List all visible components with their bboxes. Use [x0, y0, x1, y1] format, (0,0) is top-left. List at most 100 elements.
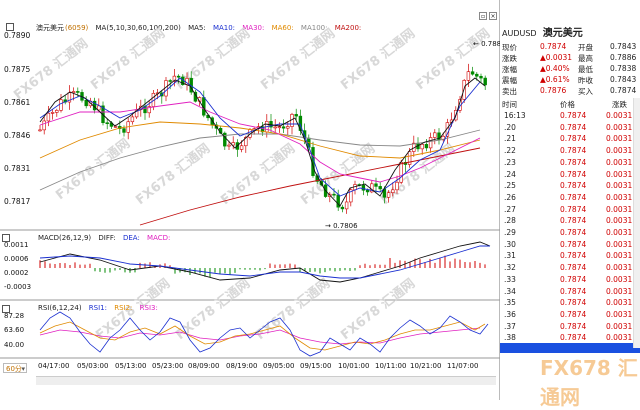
watermark: FX678 汇通网 [338, 25, 418, 93]
rsi3-line [39, 327, 481, 345]
candle-body [286, 126, 290, 129]
price-chart[interactable]: FX678 汇通网 FX678 汇通网 FX678 汇通网 FX678 汇通网 … [0, 0, 500, 400]
legend-checkbox[interactable] [6, 23, 19, 31]
tick-time: .26 [504, 192, 516, 202]
tick-column-header: 涨跌 [612, 100, 627, 109]
quote-label: 买入 [578, 87, 593, 96]
tick-row[interactable]: .30 0.7874 0.0031 [500, 240, 638, 252]
tick-row[interactable]: .25 0.7874 0.0031 [500, 181, 638, 193]
quote-row: 现价 0.7874 开盘 0.7843 [500, 42, 640, 53]
rsi-label: RSI(6,12,24) [38, 304, 82, 312]
tick-change: 0.0031 [606, 228, 633, 237]
tick-change: 0.0031 [606, 134, 633, 144]
tick-time: .25 [504, 181, 516, 191]
quote-row: 卖出 0.7876 买入 0.7874 [500, 86, 640, 97]
time-axis-label: 11/07:00 [447, 362, 479, 370]
macd-axis-label: 0.0002 [4, 269, 29, 277]
quote-label: 涨幅 [502, 65, 517, 74]
tick-row[interactable]: .38 0.7874 0.0031 [500, 333, 638, 345]
horizontal-scrollbar[interactable] [36, 376, 496, 385]
candle-body [59, 99, 63, 111]
macd-axis-label [2, 234, 12, 242]
quote-label: 昨收 [578, 76, 593, 85]
macd-label: MACD(26,12,9) [38, 234, 92, 242]
close-icon[interactable]: × [489, 12, 497, 20]
window-controls: ▫ × [479, 12, 499, 22]
tick-row[interactable]: .35 0.7874 0.0031 [500, 298, 638, 310]
tick-row[interactable]: .32 0.7874 0.0031 [500, 263, 638, 275]
candle-body [38, 129, 42, 132]
tick-change: 0.0031 [606, 169, 633, 179]
price-axis-label: 0.7817 [4, 197, 31, 206]
candle-body [332, 193, 336, 196]
candle-body [227, 144, 231, 147]
restore-icon[interactable]: ▫ [479, 12, 487, 20]
quote-label: 现价 [502, 43, 517, 52]
tick-time: .29 [504, 228, 516, 237]
quote-value: 0.7843 [610, 42, 637, 51]
tick-change: 0.0031 [606, 216, 633, 226]
candle-body [252, 128, 256, 130]
watermark: FX678 汇通网 [540, 356, 638, 409]
legend-ma30: MA30: [242, 24, 265, 32]
candle-body [399, 161, 403, 183]
tick-list-scrollbar[interactable] [633, 98, 640, 348]
tick-time: .27 [504, 204, 516, 214]
tick-row[interactable]: .31 0.7874 0.0031 [500, 251, 638, 263]
tick-price: 0.7874 [560, 122, 587, 132]
tick-row[interactable]: 16:13 0.7874 0.0031 [500, 111, 638, 123]
tick-row[interactable]: .24 0.7874 0.0031 [500, 170, 638, 182]
macd-diff-label: DIFF: [98, 234, 116, 242]
tick-row[interactable]: .23 0.7874 0.0031 [500, 158, 638, 170]
tick-row[interactable]: .28 0.7874 0.0031 [500, 216, 638, 228]
period-selector[interactable]: 60分 ▾ [3, 363, 27, 373]
tick-price: 0.7874 [560, 216, 587, 226]
tick-price: 0.7874 [560, 228, 587, 237]
quote-value: 0.7876 [540, 86, 567, 95]
tick-change: 0.0031 [606, 181, 633, 191]
tick-row[interactable]: .26 0.7874 0.0031 [500, 193, 638, 205]
time-axis-label: 08/09:00 [188, 362, 220, 370]
candle-body [239, 145, 244, 150]
rsi-checkbox[interactable] [2, 304, 12, 313]
quote-label: 最低 [578, 65, 593, 74]
tick-row[interactable]: .37 0.7874 0.0031 [500, 322, 638, 334]
macd-dea-line [39, 245, 490, 279]
main-legend: 澳元美元(6059) MA(5,10,30,60,100,200) MA5: M… [6, 23, 366, 33]
tick-price: 0.7874 [560, 192, 587, 202]
rsi3-label: RSI3: [139, 304, 158, 312]
tick-time: .21 [504, 134, 516, 144]
watermark: FX678 汇通网 [258, 25, 338, 93]
tick-time: .23 [504, 157, 516, 167]
ma200-line [139, 147, 481, 226]
candle-body [386, 192, 391, 198]
tick-row[interactable]: .36 0.7874 0.0031 [500, 310, 638, 322]
ma30-line [39, 101, 481, 183]
chevron-down-icon: ▾ [21, 365, 25, 373]
tick-time: .32 [504, 263, 516, 273]
candle-body [172, 75, 177, 82]
tick-row[interactable]: .33 0.7874 0.0031 [500, 275, 638, 287]
tick-row[interactable]: .34 0.7874 0.0031 [500, 287, 638, 299]
candle-body [176, 75, 181, 78]
tick-row[interactable]: .20 0.7874 0.0031 [500, 123, 638, 135]
tick-row[interactable]: .21 0.7874 0.0031 [500, 134, 638, 146]
candle-body [349, 189, 353, 203]
tick-change: 0.0031 [606, 122, 633, 132]
tick-row[interactable]: .27 0.7874 0.0031 [500, 205, 638, 217]
tick-row[interactable]: .29 0.7874 0.0031 [500, 228, 638, 240]
candle-body [391, 189, 395, 193]
tick-row[interactable]: .22 0.7874 0.0031 [500, 146, 638, 158]
tick-list-header: 时间 价格 涨跌 [500, 99, 638, 111]
macd-axis-label: 0.0006 [4, 255, 29, 263]
tick-list-selected-row[interactable] [500, 343, 640, 353]
candle-body [428, 137, 433, 149]
candle-body [223, 132, 227, 147]
rsi-axis-label: 40.00 [4, 341, 25, 349]
time-axis-label: 05/23:00 [152, 362, 184, 370]
watermark: FX678 汇通网 [53, 135, 133, 203]
macd-diff-line [39, 241, 491, 283]
quote-label: 最高 [578, 54, 593, 63]
candle-body [294, 114, 298, 117]
candle-body [475, 73, 479, 77]
